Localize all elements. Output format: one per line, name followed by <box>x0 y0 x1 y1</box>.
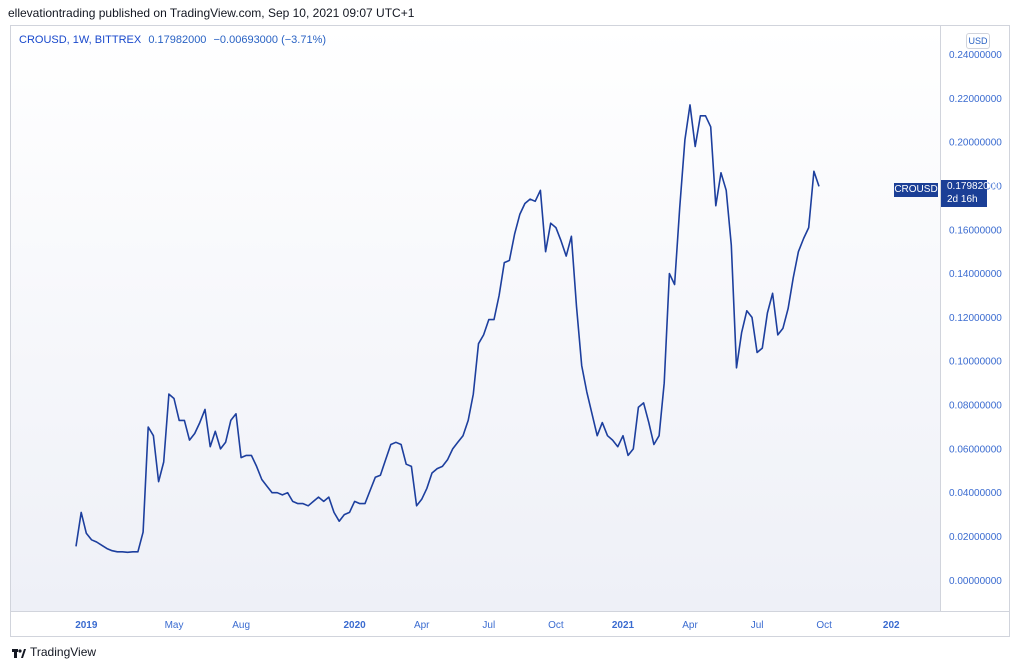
bar-countdown: 2d 16h <box>947 194 978 205</box>
x-tick-label: 2019 <box>75 620 98 631</box>
y-tick-label: 0.22000000 <box>949 94 1002 105</box>
x-axis-labels: 2019 May Aug 2020 Apr Jul Oct 2021 Apr Jul Oct 202 <box>75 620 900 631</box>
legend-change: −0.00693000 (−3.71%) <box>213 34 327 46</box>
x-tick-label: Oct <box>816 620 832 631</box>
y-tick-label: 0.16000000 <box>949 225 1002 236</box>
currency-button[interactable]: USD <box>966 33 990 49</box>
y-tick-label: 0.14000000 <box>949 269 1002 280</box>
symbol-legend: CROUSD, 1W, BITTREX 0.17982000 −0.006930… <box>19 34 330 46</box>
y-tick-label: 0.24000000 <box>949 50 1002 61</box>
legend-price: 0.17982000 <box>148 34 207 46</box>
chart-svg: 0.240000000.220000000.200000000.18000000… <box>75 50 1002 631</box>
x-tick-label: Aug <box>232 620 250 631</box>
last-price-value: 0.17982000 <box>947 181 1000 192</box>
y-tick-label: 0.06000000 <box>949 444 1002 455</box>
brand-footer: TradingView <box>12 645 96 659</box>
chart-frame[interactable]: 0.240000000.220000000.200000000.18000000… <box>10 25 1010 637</box>
x-tick-label: 2021 <box>612 620 635 631</box>
y-tick-label: 0.08000000 <box>949 401 1002 412</box>
y-tick-label: 0.04000000 <box>949 488 1002 499</box>
x-tick-label: Oct <box>548 620 564 631</box>
price-line-series <box>75 104 820 554</box>
x-tick-label: Apr <box>414 620 430 631</box>
last-price-tag: CROUSD 0.17982000 2d 16h <box>894 180 1000 207</box>
x-tick-label: May <box>165 620 184 631</box>
legend-symbol[interactable]: CROUSD, 1W, BITTREX <box>19 34 142 46</box>
x-tick-label: Apr <box>682 620 698 631</box>
x-tick-label: 2020 <box>344 620 367 631</box>
y-axis-labels: 0.240000000.220000000.200000000.18000000… <box>949 50 1002 587</box>
tradingview-logo-icon <box>12 647 26 658</box>
x-tick-label: 202 <box>883 620 900 631</box>
time-axis[interactable] <box>11 611 1009 636</box>
publish-header: ellevationtrading published on TradingVi… <box>8 6 415 20</box>
y-tick-label: 0.02000000 <box>949 532 1002 543</box>
y-tick-label: 0.00000000 <box>949 576 1002 587</box>
price-axis[interactable] <box>940 26 1009 611</box>
brand-name: TradingView <box>30 645 97 659</box>
last-price-symbol: CROUSD <box>894 183 938 197</box>
x-tick-label: Jul <box>482 620 495 631</box>
y-tick-label: 0.20000000 <box>949 138 1002 149</box>
x-tick-label: Jul <box>751 620 764 631</box>
last-price-box: 0.17982000 2d 16h <box>941 180 1000 207</box>
y-tick-label: 0.10000000 <box>949 357 1002 368</box>
y-tick-label: 0.12000000 <box>949 313 1002 324</box>
